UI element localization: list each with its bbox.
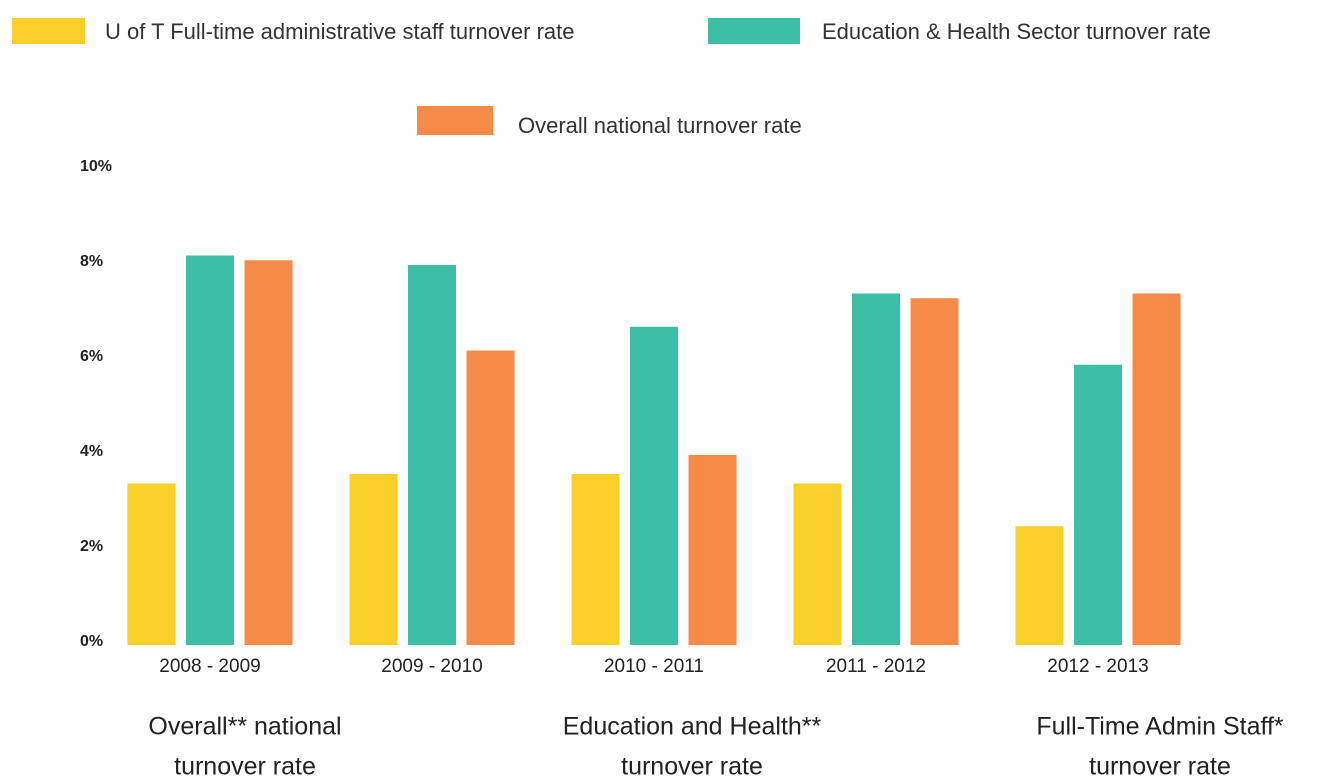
legend-swatch [708, 18, 800, 44]
bar [1132, 293, 1181, 645]
y-tick-label: 2% [80, 538, 103, 555]
bar [127, 483, 176, 645]
bar [1074, 364, 1122, 645]
legend-swatch [417, 106, 493, 135]
bar [466, 350, 515, 645]
bar [571, 474, 620, 645]
annotation: turnover rate [174, 753, 316, 781]
annotation: turnover rate [621, 753, 763, 781]
x-tick-label: 2010 - 2011 [604, 656, 704, 677]
legend-label: Education & Health Sector turnover rate [822, 19, 1211, 44]
y-tick-label: 8% [80, 253, 103, 270]
legend-label: Overall national turnover rate [518, 113, 802, 138]
legend-swatch [12, 18, 85, 44]
bar [793, 483, 842, 645]
annotation: Full-Time Admin Staff* [1036, 713, 1284, 741]
x-tick-label: 2011 - 2012 [826, 656, 926, 677]
legend-label: U of T Full-time administrative staff tu… [105, 19, 575, 44]
annotation: turnover rate [1089, 753, 1231, 781]
bar [244, 260, 293, 645]
bar [630, 326, 678, 645]
bar [408, 265, 456, 645]
x-tick-label: 2012 - 2013 [1047, 656, 1148, 677]
y-tick-label: 0% [80, 633, 103, 650]
x-tick-label: 2008 - 2009 [159, 656, 260, 677]
y-tick-label: 4% [80, 443, 103, 460]
bar [349, 474, 398, 645]
y-tick-label: 6% [80, 348, 103, 365]
bar [186, 255, 234, 645]
x-tick-label: 2009 - 2010 [381, 656, 482, 677]
bar [1015, 526, 1064, 645]
annotation: Overall** national [148, 713, 341, 741]
y-tick-label: 10% [80, 158, 112, 175]
bar [688, 455, 737, 645]
bar [852, 293, 900, 645]
bar [910, 298, 959, 645]
annotation: Education and Health** [563, 713, 822, 741]
